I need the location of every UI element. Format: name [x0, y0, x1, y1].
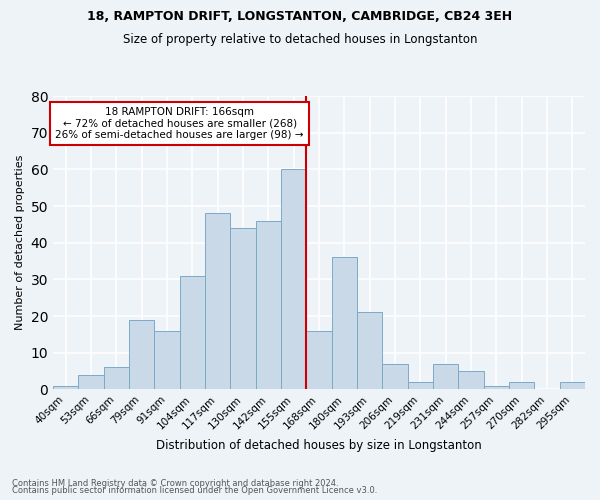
Text: Size of property relative to detached houses in Longstanton: Size of property relative to detached ho…	[123, 32, 477, 46]
Bar	[458, 371, 484, 390]
Y-axis label: Number of detached properties: Number of detached properties	[15, 155, 25, 330]
Bar	[332, 258, 357, 390]
Bar	[230, 228, 256, 390]
Bar	[382, 364, 407, 390]
Bar	[179, 276, 205, 390]
Bar	[104, 368, 129, 390]
Bar	[256, 220, 281, 390]
Bar	[281, 170, 307, 390]
Bar	[154, 331, 179, 390]
Bar	[307, 331, 332, 390]
Text: Contains HM Land Registry data © Crown copyright and database right 2024.: Contains HM Land Registry data © Crown c…	[12, 478, 338, 488]
Text: 18, RAMPTON DRIFT, LONGSTANTON, CAMBRIDGE, CB24 3EH: 18, RAMPTON DRIFT, LONGSTANTON, CAMBRIDG…	[88, 10, 512, 23]
Bar	[79, 375, 104, 390]
Text: Contains public sector information licensed under the Open Government Licence v3: Contains public sector information licen…	[12, 486, 377, 495]
Bar	[53, 386, 79, 390]
Bar	[509, 382, 535, 390]
X-axis label: Distribution of detached houses by size in Longstanton: Distribution of detached houses by size …	[156, 440, 482, 452]
Bar	[129, 320, 154, 390]
Bar	[560, 382, 585, 390]
Bar	[433, 364, 458, 390]
Bar	[407, 382, 433, 390]
Text: 18 RAMPTON DRIFT: 166sqm
← 72% of detached houses are smaller (268)
26% of semi-: 18 RAMPTON DRIFT: 166sqm ← 72% of detach…	[55, 107, 304, 140]
Bar	[357, 312, 382, 390]
Bar	[484, 386, 509, 390]
Bar	[205, 214, 230, 390]
